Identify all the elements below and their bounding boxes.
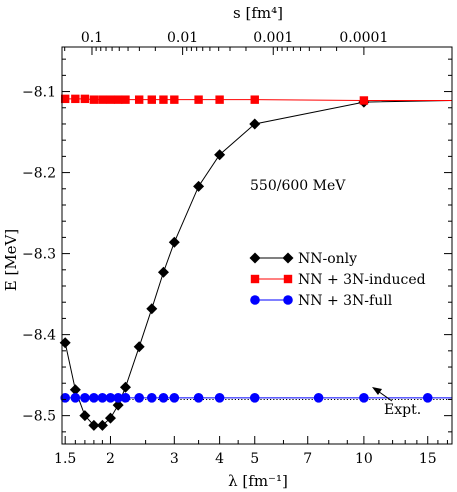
series-nn-3n-induced	[60, 94, 452, 105]
data-point-nn-3n-induced	[194, 95, 203, 104]
data-point-nn-3n-full	[169, 393, 180, 403]
legend-label-nn-3n-induced: NN + 3N-induced	[298, 272, 426, 288]
data-point-nn-3n-full	[97, 393, 108, 403]
series-nn-3n-full	[60, 393, 452, 403]
legend-marker-nn-3n-induced	[250, 274, 260, 284]
data-point-nn-3n-induced	[89, 95, 99, 104]
legend-marker-nn-only	[282, 252, 294, 264]
legend-label-nn-only: NN-only	[298, 251, 357, 267]
legend-label-nn-3n-full: NN + 3N-full	[298, 293, 393, 309]
expt-arrow-head	[372, 387, 382, 395]
top-tick-label: 0.0001	[339, 30, 388, 46]
data-point-nn-3n-full	[105, 393, 116, 403]
x-tick-label: 10	[355, 451, 373, 467]
data-point-nn-only	[249, 118, 261, 130]
x-tick-label: 3	[170, 451, 179, 467]
x-tick-label: 1.5	[54, 451, 76, 467]
data-point-nn-only	[168, 236, 180, 248]
data-point-nn-3n-full	[193, 393, 204, 403]
data-point-nn-3n-full	[422, 393, 433, 403]
data-point-nn-3n-induced	[60, 94, 70, 104]
data-point-nn-only	[146, 303, 158, 315]
legend: NN-only NN + 3N-induced NN + 3N-full	[249, 251, 426, 309]
data-point-nn-3n-induced	[170, 95, 179, 104]
data-point-nn-3n-full	[89, 393, 99, 403]
data-point-nn-3n-induced	[134, 95, 144, 104]
data-point-nn-3n-full	[359, 393, 369, 403]
data-point-nn-only	[214, 149, 226, 161]
data-point-nn-3n-full	[134, 393, 144, 403]
data-point-nn-only	[79, 410, 91, 422]
legend-entry-nn-3n-induced: NN + 3N-induced	[250, 272, 426, 288]
axes-layer	[61, 46, 453, 445]
data-point-nn-only	[133, 341, 145, 353]
x-tick-label: 2	[106, 451, 115, 467]
x-tick-label: 7	[303, 451, 312, 467]
data-point-nn-only	[112, 399, 124, 411]
top-tick-label: 0.1	[81, 30, 103, 46]
energy-cutoff-annotation: 550/600 MeV	[250, 178, 346, 194]
data-point-nn-3n-full	[146, 393, 157, 403]
data-point-nn-3n-induced	[250, 95, 259, 104]
legend-marker-nn-only	[249, 252, 261, 264]
data-point-nn-3n-full	[214, 393, 225, 403]
top-tick-label: 0.001	[253, 30, 293, 46]
data-point-nn-only	[59, 337, 71, 349]
legend-marker-nn-3n-full	[283, 295, 293, 305]
data-point-nn-only	[193, 180, 205, 192]
legend-marker-nn-3n-induced	[283, 274, 293, 284]
y-axis-title: E [MeV]	[2, 229, 20, 292]
data-point-nn-3n-induced	[159, 95, 168, 104]
data-point-nn-3n-full	[120, 393, 131, 403]
expt-label: Expt.	[384, 402, 421, 418]
data-point-nn-3n-full	[249, 393, 260, 403]
data-point-nn-only	[104, 412, 116, 424]
plot-frame	[61, 46, 453, 445]
data-point-nn-3n-full	[313, 393, 324, 403]
data-point-nn-3n-induced	[80, 94, 90, 104]
data-point-nn-only	[88, 419, 100, 431]
data-point-nn-3n-induced	[215, 95, 224, 104]
data-point-nn-only	[69, 384, 81, 396]
y-tick-label: −8.4	[22, 328, 56, 344]
x-axis-title: λ [fm⁻¹]	[228, 472, 288, 490]
legend-marker-nn-3n-full	[250, 295, 260, 305]
data-point-nn-3n-full	[158, 393, 169, 403]
data-point-nn-only	[157, 266, 169, 278]
x-tick-label: 5	[250, 451, 259, 467]
top-tick-label: 0.01	[167, 30, 198, 46]
top-axis-title: s [fm⁴]	[233, 4, 283, 22]
series-line-nn-only	[64, 99, 453, 426]
y-tick-label: −8.3	[22, 247, 56, 263]
legend-entry-nn-only: NN-only	[249, 251, 357, 267]
legend-entry-nn-3n-full: NN + 3N-full	[250, 293, 393, 309]
data-point-nn-only	[96, 419, 108, 431]
data-point-nn-3n-induced	[147, 95, 156, 104]
expt-annotation: Expt.	[372, 387, 421, 418]
data-point-nn-3n-induced	[98, 95, 107, 104]
y-tick-label: −8.5	[22, 409, 56, 425]
data-point-nn-3n-full	[113, 393, 123, 403]
data-point-nn-3n-full	[70, 393, 81, 403]
ticks-layer: 1.5 2 3 4 5 7 10 15 0.1 0.01 0.001 0.0001 −8.1 −8.2 −8…	[22, 30, 452, 467]
data-point-nn-3n-full	[60, 393, 70, 403]
y-tick-label: −8.2	[22, 166, 56, 182]
data-point-nn-3n-induced	[121, 95, 130, 104]
data-point-nn-3n-induced	[71, 94, 80, 104]
data-point-nn-only	[119, 381, 131, 393]
data-point-nn-3n-full	[80, 393, 90, 403]
series-nn-only	[59, 96, 453, 431]
data-point-nn-3n-induced	[113, 95, 123, 104]
data-point-nn-3n-induced	[106, 95, 115, 104]
x-tick-label: 15	[419, 451, 437, 467]
data-point-nn-3n-induced	[359, 96, 369, 105]
x-tick-label: 4	[215, 451, 224, 467]
series-layer	[59, 94, 453, 431]
y-tick-label: −8.1	[22, 85, 56, 101]
